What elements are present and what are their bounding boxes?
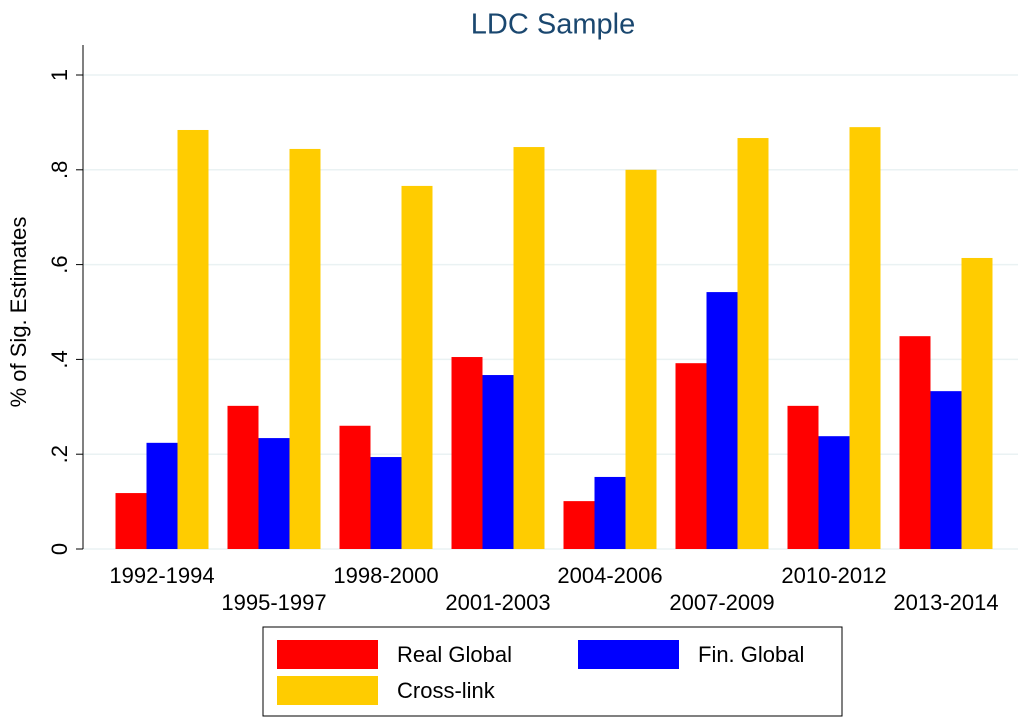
bar	[675, 363, 707, 549]
bar	[339, 425, 371, 549]
bar	[401, 185, 433, 549]
bar	[849, 127, 881, 549]
legend-swatch	[578, 640, 679, 669]
bar	[258, 438, 290, 549]
bar	[513, 147, 545, 549]
legend-swatch	[277, 676, 378, 705]
bar	[482, 375, 514, 549]
bar	[961, 257, 993, 549]
x-tick-label: 1992-1994	[109, 563, 214, 588]
y-tick-label: 1	[47, 69, 72, 81]
legend-label: Real Global	[397, 642, 512, 667]
legend-label: Cross-link	[397, 678, 496, 703]
legend-box	[262, 626, 843, 717]
bar	[706, 292, 738, 549]
x-tick-label: 2013-2014	[893, 590, 998, 615]
x-tick-label: 2001-2003	[445, 590, 550, 615]
bar	[146, 442, 178, 549]
legend-label: Fin. Global	[698, 642, 804, 667]
y-tick-label: 0	[47, 543, 72, 555]
bar	[177, 129, 209, 549]
bar	[737, 138, 769, 550]
y-tick-label: .4	[47, 350, 72, 368]
bar	[370, 457, 402, 549]
bar	[594, 476, 626, 549]
bar	[563, 501, 595, 549]
y-tick-label: .8	[47, 161, 72, 179]
x-tick-label: 2010-2012	[781, 563, 886, 588]
y-tick-label: .6	[47, 255, 72, 273]
legend-swatch	[277, 640, 378, 669]
bar	[451, 357, 483, 549]
x-tick-label: 1995-1997	[221, 590, 326, 615]
bar	[227, 405, 259, 549]
bar	[818, 436, 850, 549]
y-axis-label: % of Sig. Estimates	[6, 217, 31, 408]
chart-title: LDC Sample	[471, 9, 635, 41]
bar	[899, 336, 931, 549]
bar	[115, 493, 147, 549]
x-tick-label: 1998-2000	[333, 563, 438, 588]
bar	[625, 169, 657, 550]
x-tick-label: 2007-2009	[669, 590, 774, 615]
bar	[289, 148, 321, 549]
x-tick-label: 2004-2006	[557, 563, 662, 588]
bar	[930, 391, 962, 549]
y-tick-label: .2	[47, 445, 72, 463]
bar	[787, 405, 819, 549]
